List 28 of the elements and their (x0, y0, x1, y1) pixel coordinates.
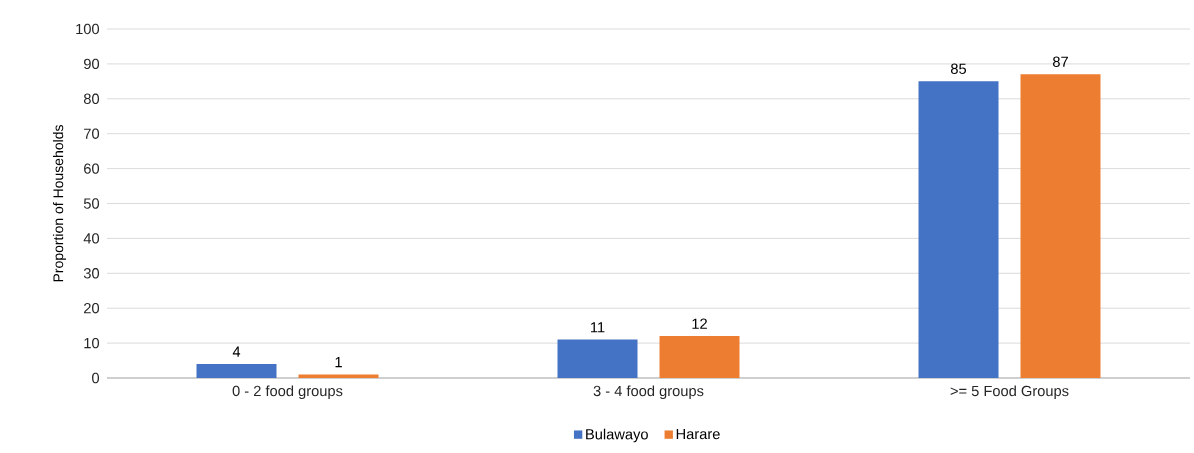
y-tick-label: 30 (83, 268, 100, 279)
y-tick-label: 80 (83, 93, 100, 104)
y-tick-label: 90 (84, 58, 100, 70)
y-tick-label: 0 (92, 372, 100, 384)
y-tick-label: 100 (76, 23, 100, 35)
legend-label: Harare (676, 428, 720, 440)
data-label: 11 (591, 322, 605, 333)
y-tick-label: 70 (84, 128, 100, 139)
y-tick-label: 50 (83, 198, 100, 209)
x-tick-label: >= 5 Food Groups (950, 385, 1069, 400)
y-tick-label: 60 (84, 163, 100, 174)
y-tick-label: 20 (84, 303, 100, 314)
bar (557, 339, 638, 378)
bar (918, 81, 999, 378)
y-tick-label: 10 (84, 337, 100, 349)
data-label: 4 (232, 346, 241, 357)
data-label: 1 (335, 357, 342, 368)
bar (1020, 74, 1101, 378)
y-tick-label: 40 (83, 233, 100, 244)
bar (659, 336, 740, 378)
data-label: 85 (950, 63, 967, 74)
legend-label: Bulawayo (586, 428, 648, 443)
y-axis-title: Proportion of Households (52, 125, 66, 282)
data-label: 87 (1052, 56, 1068, 67)
x-tick-label: 3 - 4 food groups (593, 385, 704, 400)
data-label: 12 (692, 318, 707, 329)
x-tick-label: 0 - 2 food groups (232, 385, 343, 400)
bar (196, 364, 277, 378)
